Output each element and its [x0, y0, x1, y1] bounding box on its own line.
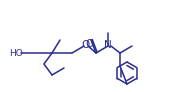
- Text: O: O: [82, 40, 90, 50]
- Text: N: N: [104, 40, 112, 50]
- Text: O: O: [85, 39, 93, 49]
- Text: HO: HO: [9, 48, 23, 58]
